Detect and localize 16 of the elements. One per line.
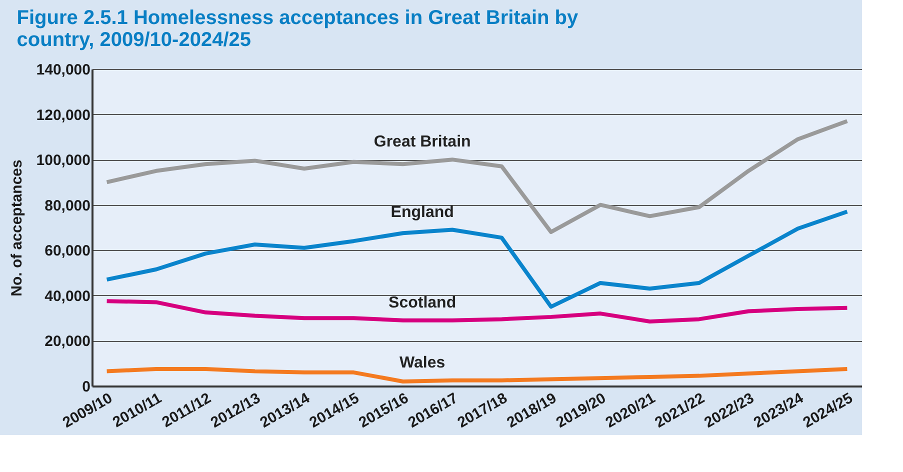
series-label: England bbox=[390, 204, 454, 221]
y-tick-label: 60,000 bbox=[44, 242, 90, 260]
y-tick-label: 40,000 bbox=[44, 288, 90, 305]
y-tick-label: 80,000 bbox=[44, 197, 90, 214]
y-axis-title: No. of acceptances bbox=[8, 160, 26, 296]
y-tick-label: 120,000 bbox=[36, 106, 90, 124]
chart-title: Figure 2.5.1 Homelessness acceptances in Great Britain by country, 2009/10-2024/25 bbox=[16, 7, 580, 51]
line-series bbox=[104, 367, 850, 384]
y-tick-label: 100,000 bbox=[36, 152, 90, 170]
series-label: Scotland bbox=[388, 294, 456, 312]
series-label: Great Britain bbox=[374, 134, 471, 151]
y-tick-label: 140,000 bbox=[36, 62, 90, 78]
line-series bbox=[104, 119, 850, 234]
series-label: Wales bbox=[399, 354, 446, 372]
y-tick-label: 0 bbox=[82, 378, 90, 396]
y-tick-label: 20,000 bbox=[44, 333, 90, 350]
